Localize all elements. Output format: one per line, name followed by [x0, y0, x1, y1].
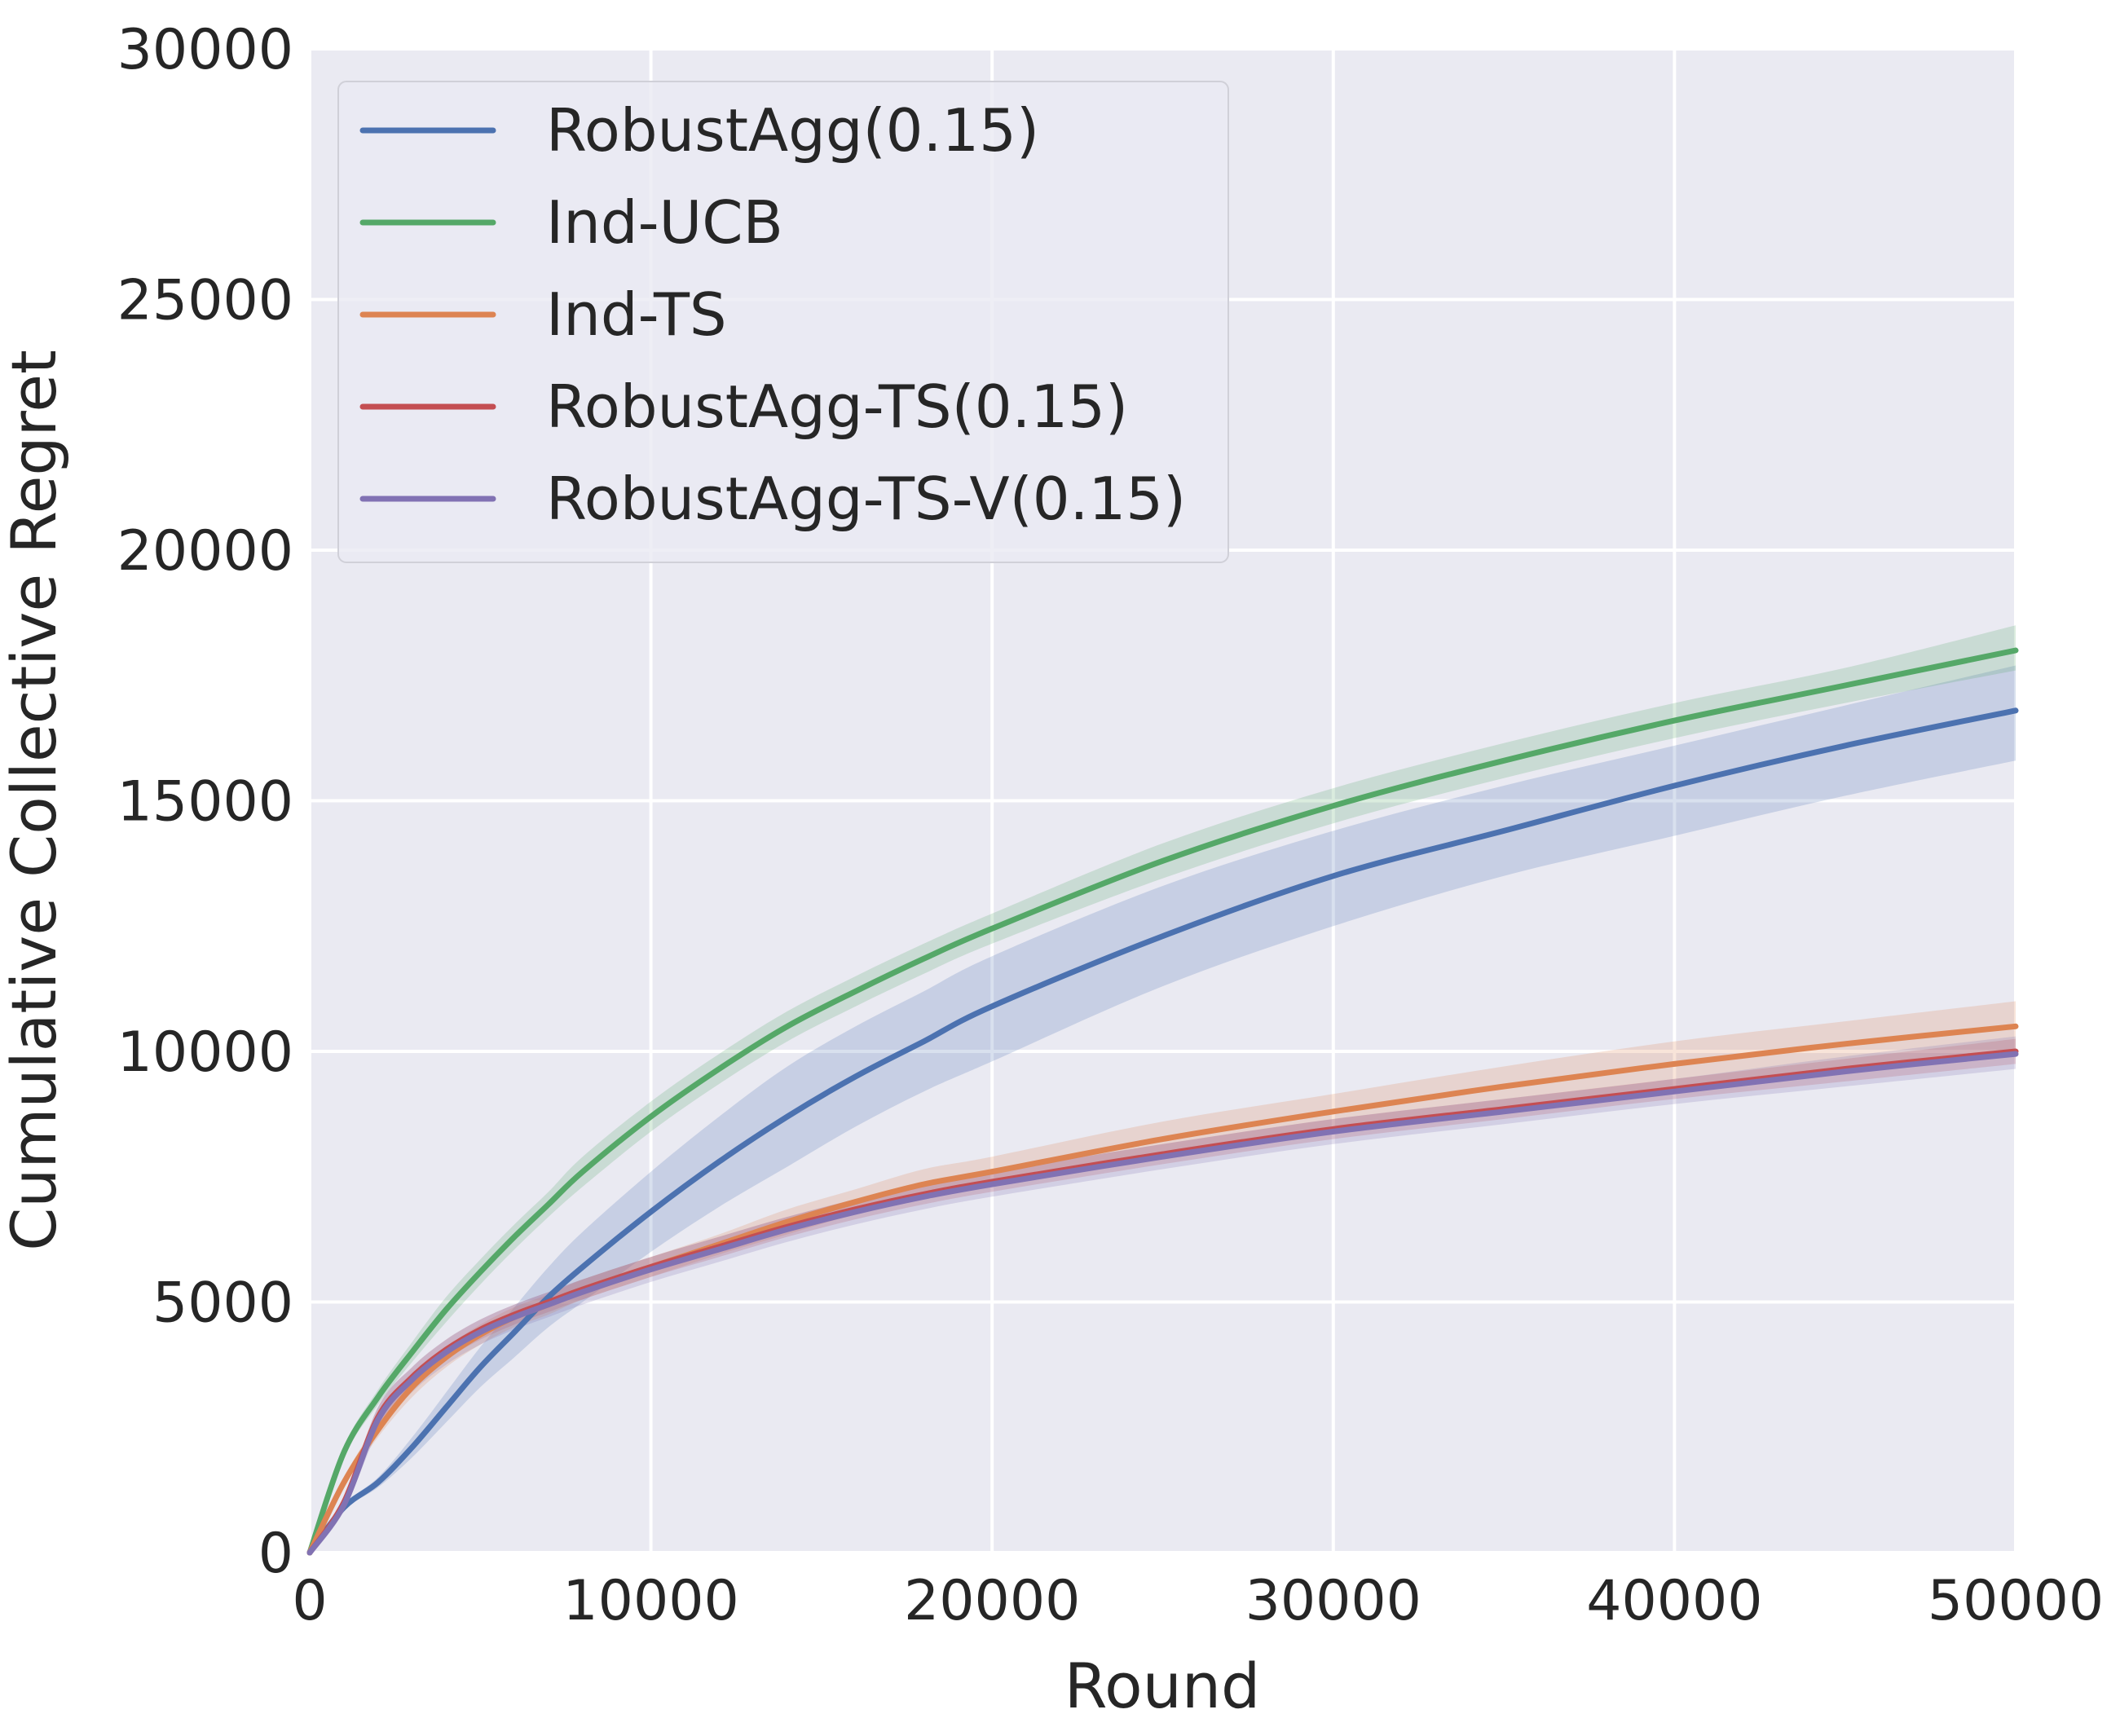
y-tick-label: 30000 — [117, 18, 293, 82]
x-tick-label: 0 — [292, 1569, 327, 1633]
x-tick-label: 20000 — [904, 1569, 1080, 1633]
legend-label: RobustAgg(0.15) — [546, 96, 1039, 165]
confidence-bands — [310, 625, 2016, 1553]
x-tick-label: 30000 — [1245, 1569, 1421, 1633]
x-tick-label: 10000 — [562, 1569, 738, 1633]
x-tick-label: 50000 — [1928, 1569, 2104, 1633]
y-tick-label: 15000 — [117, 770, 293, 835]
legend-label: Ind-TS — [546, 280, 727, 349]
line-series-2 — [306, 1023, 2019, 1556]
y-tick-labels: 0 5000 10000 15000 20000 25000 30000 — [117, 18, 293, 1586]
y-tick-label: 0 — [258, 1522, 293, 1586]
x-tick-labels: 0 10000 20000 30000 40000 50000 — [292, 1569, 2104, 1633]
legend-box — [337, 81, 1229, 563]
legend-label: RobustAgg-TS(0.15) — [546, 372, 1128, 441]
y-tick-label: 25000 — [117, 269, 293, 333]
y-axis-label: Cumulative Collective Regret — [0, 350, 70, 1251]
band-series-0 — [310, 665, 2016, 1553]
line-series-1 — [306, 647, 2019, 1556]
legend-label: RobustAgg-TS-V(0.15) — [546, 465, 1186, 533]
y-tick-label: 20000 — [117, 519, 293, 584]
series-lines — [306, 647, 2019, 1556]
legend: RobustAgg(0.15) Ind-UCB Ind-TS RobustAgg-TS… — [337, 81, 1229, 563]
x-axis-label: Round — [1064, 1650, 1260, 1722]
x-tick-label: 40000 — [1586, 1569, 1762, 1633]
band-series-2 — [310, 1001, 2016, 1553]
line-series-0 — [306, 707, 2019, 1556]
line-series-4 — [306, 1051, 2019, 1556]
y-tick-label: 10000 — [117, 1020, 293, 1085]
legend-label: Ind-UCB — [546, 188, 783, 257]
y-tick-label: 5000 — [152, 1271, 293, 1336]
